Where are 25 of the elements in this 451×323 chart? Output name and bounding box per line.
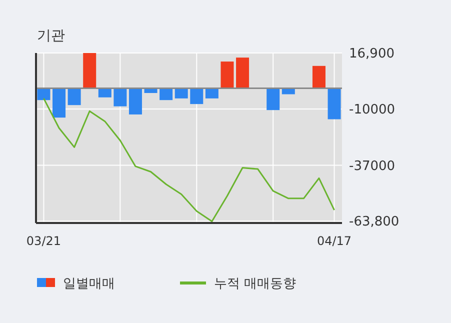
bar bbox=[114, 88, 127, 106]
bar bbox=[328, 88, 341, 120]
y-tick-label: -63,800 bbox=[349, 214, 400, 230]
line-series bbox=[42, 98, 336, 222]
bar bbox=[68, 88, 81, 106]
y-tick-label: -10000 bbox=[349, 102, 396, 118]
bar bbox=[37, 88, 50, 100]
bar bbox=[190, 88, 204, 104]
legend-label: 일별매매 bbox=[63, 276, 115, 292]
bar bbox=[236, 58, 250, 88]
bar bbox=[205, 88, 218, 98]
y-tick-label: 16,900 bbox=[349, 46, 394, 62]
bar bbox=[174, 88, 188, 98]
legend-label: 누적 매매동향 bbox=[214, 276, 296, 292]
chart-title: 기관 bbox=[37, 28, 65, 44]
y-tick-label: -37000 bbox=[349, 158, 396, 174]
x-tick-label: 04/17 bbox=[316, 234, 352, 248]
bar bbox=[128, 88, 142, 114]
bar bbox=[220, 62, 234, 88]
bar bbox=[160, 88, 173, 100]
bar bbox=[83, 53, 96, 88]
bar bbox=[312, 66, 326, 88]
bar bbox=[266, 88, 280, 110]
bar bbox=[52, 88, 66, 118]
x-tick-label: 03/21 bbox=[26, 234, 62, 248]
